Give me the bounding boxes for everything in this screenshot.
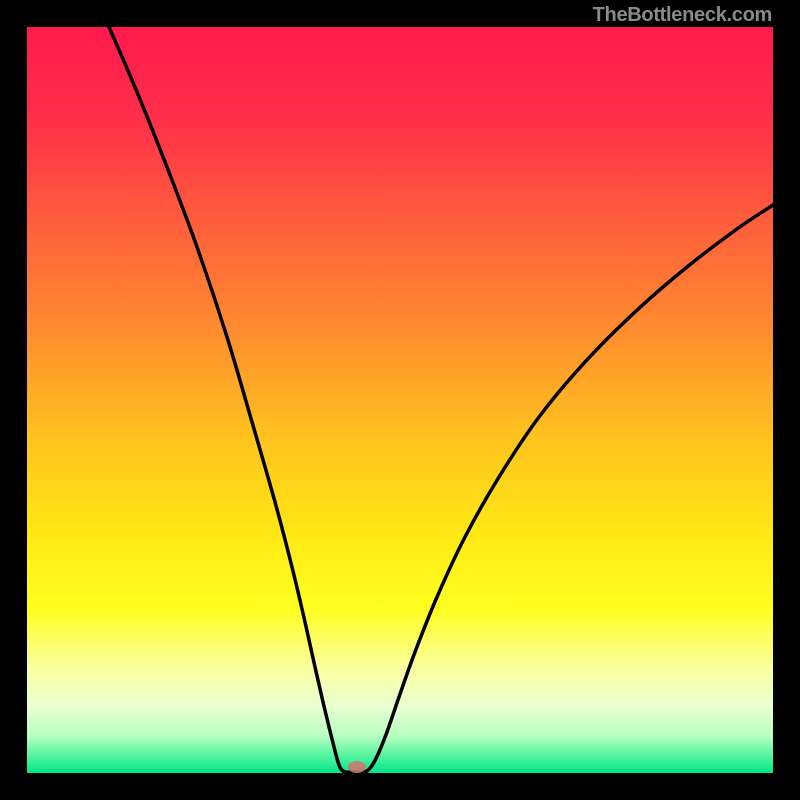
plot-area bbox=[27, 27, 773, 773]
curve-layer bbox=[27, 27, 773, 773]
minimum-marker bbox=[348, 761, 366, 773]
watermark-text: TheBottleneck.com bbox=[593, 4, 772, 27]
bottleneck-curve bbox=[109, 27, 773, 772]
chart-frame: TheBottleneck.com bbox=[0, 0, 800, 800]
